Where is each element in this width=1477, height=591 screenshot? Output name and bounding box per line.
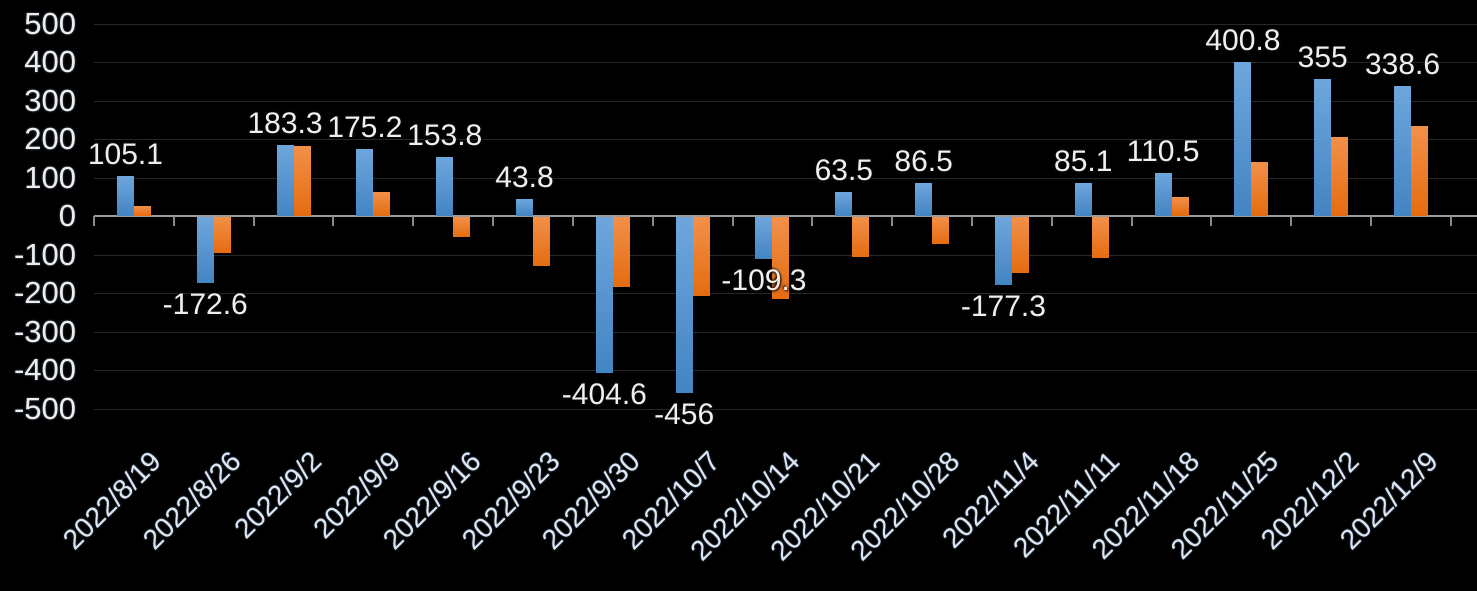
y-axis-label: 500 — [24, 5, 76, 41]
axis-tick — [571, 216, 574, 226]
data-label: 63.5 — [814, 153, 873, 187]
axis-tick — [651, 216, 654, 226]
bar-series-2-orange-2022/11/11 — [1091, 217, 1109, 259]
bar-series-1-blue-2022/9/9 — [356, 148, 374, 216]
y-axis-label: 200 — [24, 121, 76, 156]
data-label: -456 — [654, 397, 715, 431]
data-label: 338.6 — [1364, 47, 1441, 81]
data-label: -177.3 — [960, 290, 1046, 324]
gridline — [94, 100, 1477, 102]
data-label: 183.3 — [247, 107, 323, 141]
bar-series-2-orange-2022/10/28 — [932, 217, 950, 244]
axis-tick — [252, 216, 255, 226]
axis-tick — [731, 216, 734, 226]
data-label: 153.8 — [407, 118, 483, 152]
y-axis-label: -200 — [13, 275, 76, 310]
bar-series-2-orange-2022/10/21 — [852, 217, 870, 258]
bar-series-2-orange-2022/12/2 — [1331, 137, 1349, 216]
data-label: -172.6 — [162, 288, 248, 322]
bar-series-1-blue-2022/10/28 — [915, 182, 933, 216]
data-label: 110.5 — [1126, 135, 1200, 169]
data-label: 43.8 — [495, 161, 554, 195]
gridline — [94, 370, 1477, 371]
axis-tick — [172, 216, 175, 226]
bar-series-2-orange-2022/9/9 — [373, 192, 391, 216]
bar-series-2-orange-2022/11/18 — [1171, 196, 1189, 216]
axis-tick — [93, 216, 95, 226]
axis-tick — [332, 216, 335, 226]
bar-series-1-blue-2022/11/11 — [1074, 183, 1092, 216]
axis-tick — [1370, 216, 1373, 226]
bar-series-1-blue-2022/12/2 — [1314, 79, 1332, 216]
bar-series-1-blue-2022/10/14 — [755, 217, 773, 260]
axis-tick — [1050, 216, 1053, 226]
data-label: 85.1 — [1054, 145, 1113, 179]
y-axis-label: 100 — [24, 159, 76, 195]
x-axis-label: 2022/9/2 — [227, 445, 327, 545]
gridline — [94, 62, 1477, 63]
axis-tick — [811, 216, 814, 226]
bar-series-2-orange-2022/11/4 — [1011, 217, 1029, 273]
bar-series-2-orange-2022/9/2 — [293, 145, 311, 216]
zero-axis-line — [94, 215, 1477, 217]
bar-series-2-orange-2022/9/16 — [453, 217, 471, 238]
bar-series-1-blue-2022/11/18 — [1154, 173, 1172, 216]
bar-series-1-blue-2022/11/4 — [994, 217, 1012, 286]
data-label: -109.3 — [721, 264, 807, 298]
bar-series-2-orange-2022/9/30 — [612, 217, 630, 288]
bar-series-1-blue-2022/9/23 — [516, 199, 533, 216]
axis-tick — [1210, 216, 1213, 226]
axis-tick — [891, 216, 894, 226]
gridline — [94, 177, 1477, 179]
y-axis-label: -100 — [13, 236, 76, 272]
bar-series-1-blue-2022/12/9 — [1394, 85, 1412, 216]
axis-tick — [1130, 216, 1133, 226]
gridline — [94, 23, 1477, 25]
bar-series-2-orange-2022/11/25 — [1251, 162, 1269, 216]
bar-series-1-blue-2022/10/21 — [835, 191, 853, 216]
data-label: 105.1 — [87, 137, 163, 171]
bar-series-1-blue-2022/9/2 — [276, 145, 294, 216]
gridline — [94, 139, 1477, 140]
bar-series-1-blue-2022/9/30 — [595, 217, 613, 373]
data-label: 175.2 — [327, 110, 403, 144]
bar-series-2-orange-2022/8/26 — [213, 217, 231, 253]
bar-series-2-orange-2022/8/19 — [133, 206, 151, 216]
bar-series-1-blue-2022/11/25 — [1234, 61, 1252, 216]
axis-tick — [1449, 216, 1452, 226]
y-axis-label: 300 — [24, 82, 76, 118]
bar-series-2-orange-2022/12/9 — [1411, 125, 1429, 216]
bar-series-1-blue-2022/9/16 — [436, 156, 454, 216]
y-axis-label: -400 — [13, 352, 76, 387]
axis-tick — [971, 216, 974, 226]
gridline — [94, 331, 1477, 333]
data-label: 400.8 — [1205, 23, 1281, 57]
data-label: 86.5 — [894, 144, 953, 178]
bar-series-2-orange-2022/10/7 — [692, 217, 710, 296]
bar-series-2-orange-2022/9/23 — [533, 217, 550, 266]
bar-series-2-orange-2022/10/14 — [772, 217, 790, 299]
y-axis-label: -500 — [13, 390, 76, 426]
axis-tick — [412, 216, 415, 226]
bar-series-1-blue-2022/8/19 — [116, 175, 134, 216]
gridline — [94, 408, 1477, 410]
data-label: -404.6 — [561, 377, 647, 411]
y-axis-label: 400 — [24, 44, 76, 79]
axis-tick — [1290, 216, 1293, 226]
y-axis-label: 0 — [58, 198, 76, 233]
data-label: 355 — [1297, 41, 1348, 75]
bar-series-1-blue-2022/8/26 — [196, 217, 214, 284]
axis-tick — [492, 216, 495, 226]
y-axis-label: -300 — [13, 313, 76, 349]
bar-series-1-blue-2022/10/7 — [675, 217, 693, 393]
